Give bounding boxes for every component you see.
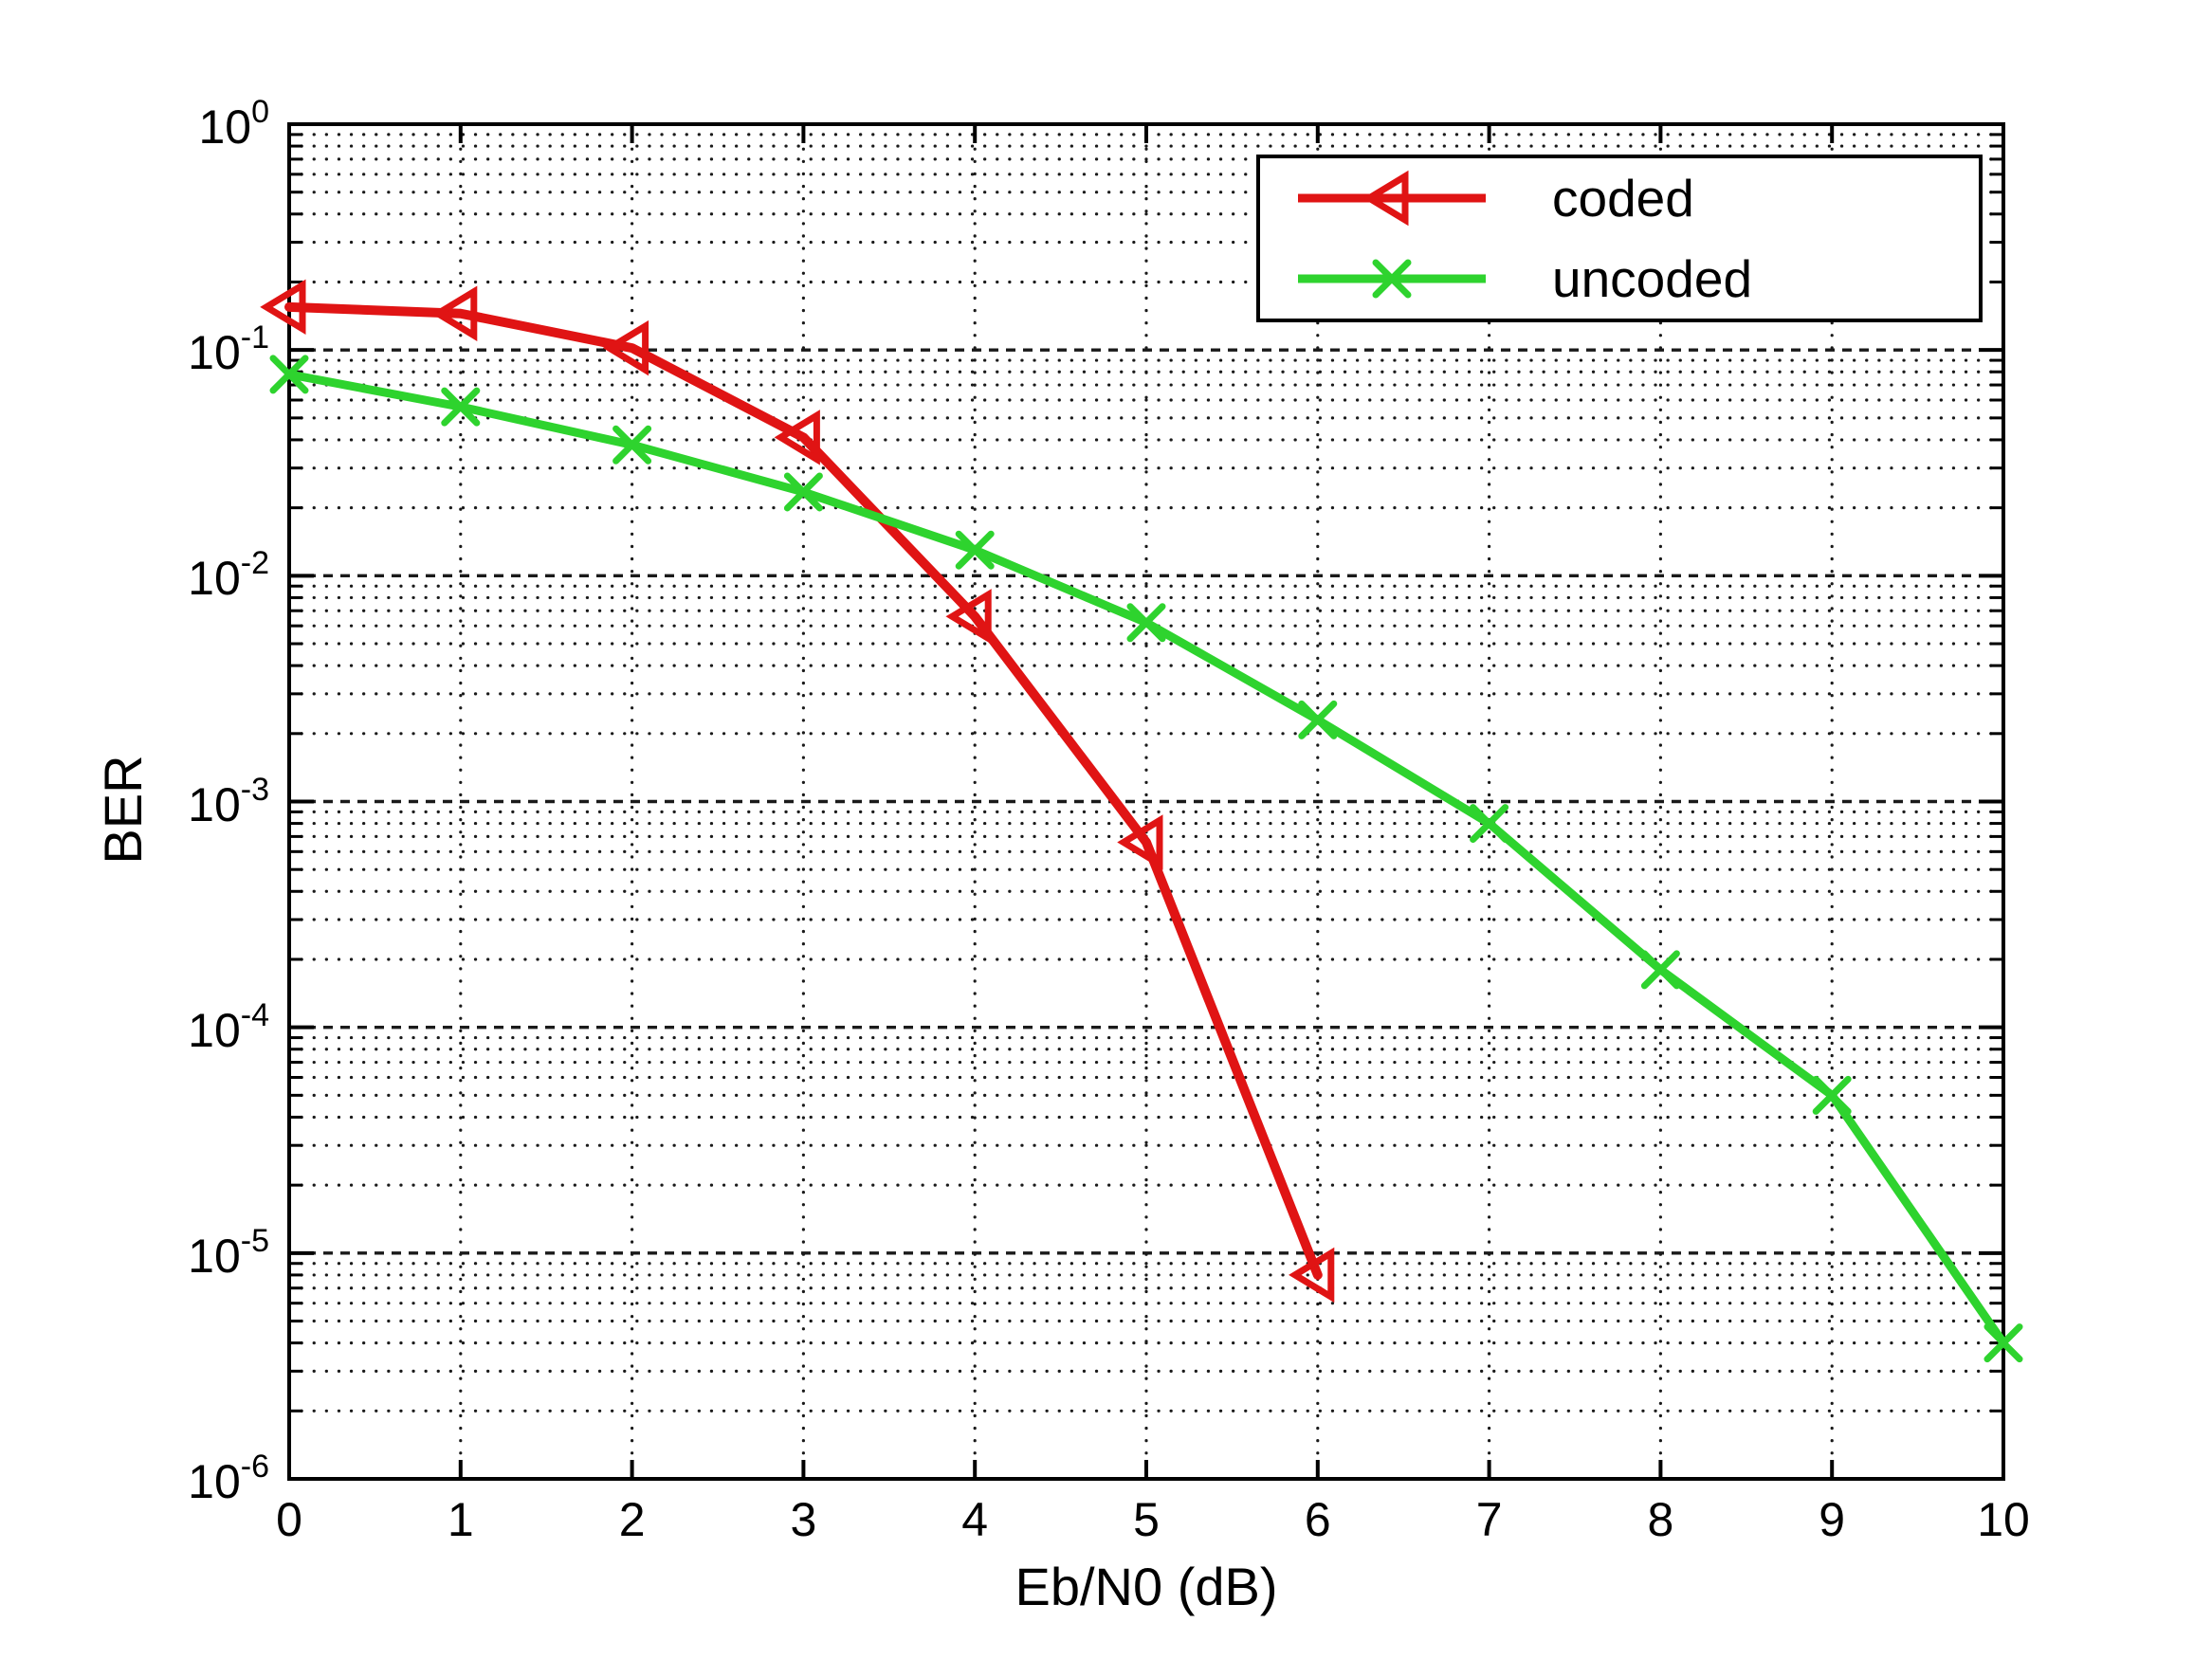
x-tick-label-4: 4	[961, 1493, 989, 1546]
legend-entry-uncoded: uncoded	[1260, 239, 1979, 319]
y-tick-label-10e-1: 10-1	[188, 319, 269, 380]
x-tick-label-7: 7	[1475, 1493, 1503, 1546]
x-tick-label-0: 0	[276, 1493, 302, 1546]
x-tick-label-3: 3	[790, 1493, 817, 1546]
x-tick-label-2: 2	[618, 1493, 646, 1546]
x-tick-label-10: 10	[1977, 1493, 2030, 1546]
series-line-coded	[284, 301, 1323, 1280]
legend-coded-line-sample	[1298, 171, 1486, 227]
grid-lines	[287, 122, 2005, 1481]
legend-entry-coded: coded	[1260, 158, 1979, 239]
x-tick-label-6: 6	[1304, 1493, 1331, 1546]
legend-coded-label: coded	[1552, 169, 1694, 228]
x-tick-label-5: 5	[1133, 1493, 1160, 1546]
x-tick-label-9: 9	[1819, 1493, 1846, 1546]
x-axis-label: Eb/N0 (dB)	[1015, 1557, 1278, 1616]
y-tick-label-10e-5: 10-5	[188, 1222, 269, 1283]
x-tick-label-8: 8	[1647, 1493, 1674, 1546]
y-tick-label-10e-2: 10-2	[188, 545, 269, 606]
y-tick-label-10e-3: 10-3	[188, 771, 269, 831]
legend-uncoded-line-sample	[1298, 259, 1486, 299]
y-axis-label: BER	[93, 755, 153, 865]
markers-coded	[260, 279, 1335, 1304]
y-tick-label-10e0: 100	[198, 94, 269, 154]
markers-uncoded	[269, 355, 2023, 1363]
legend-box: coded uncoded	[1256, 155, 1983, 322]
x-tick-label-1: 1	[447, 1493, 474, 1546]
legend-uncoded-label: uncoded	[1552, 248, 1753, 308]
y-tick-label-10e-4: 10-4	[188, 996, 269, 1057]
series-markers	[260, 279, 2023, 1363]
y-tick-label-10e-6: 10-6	[188, 1449, 269, 1508]
